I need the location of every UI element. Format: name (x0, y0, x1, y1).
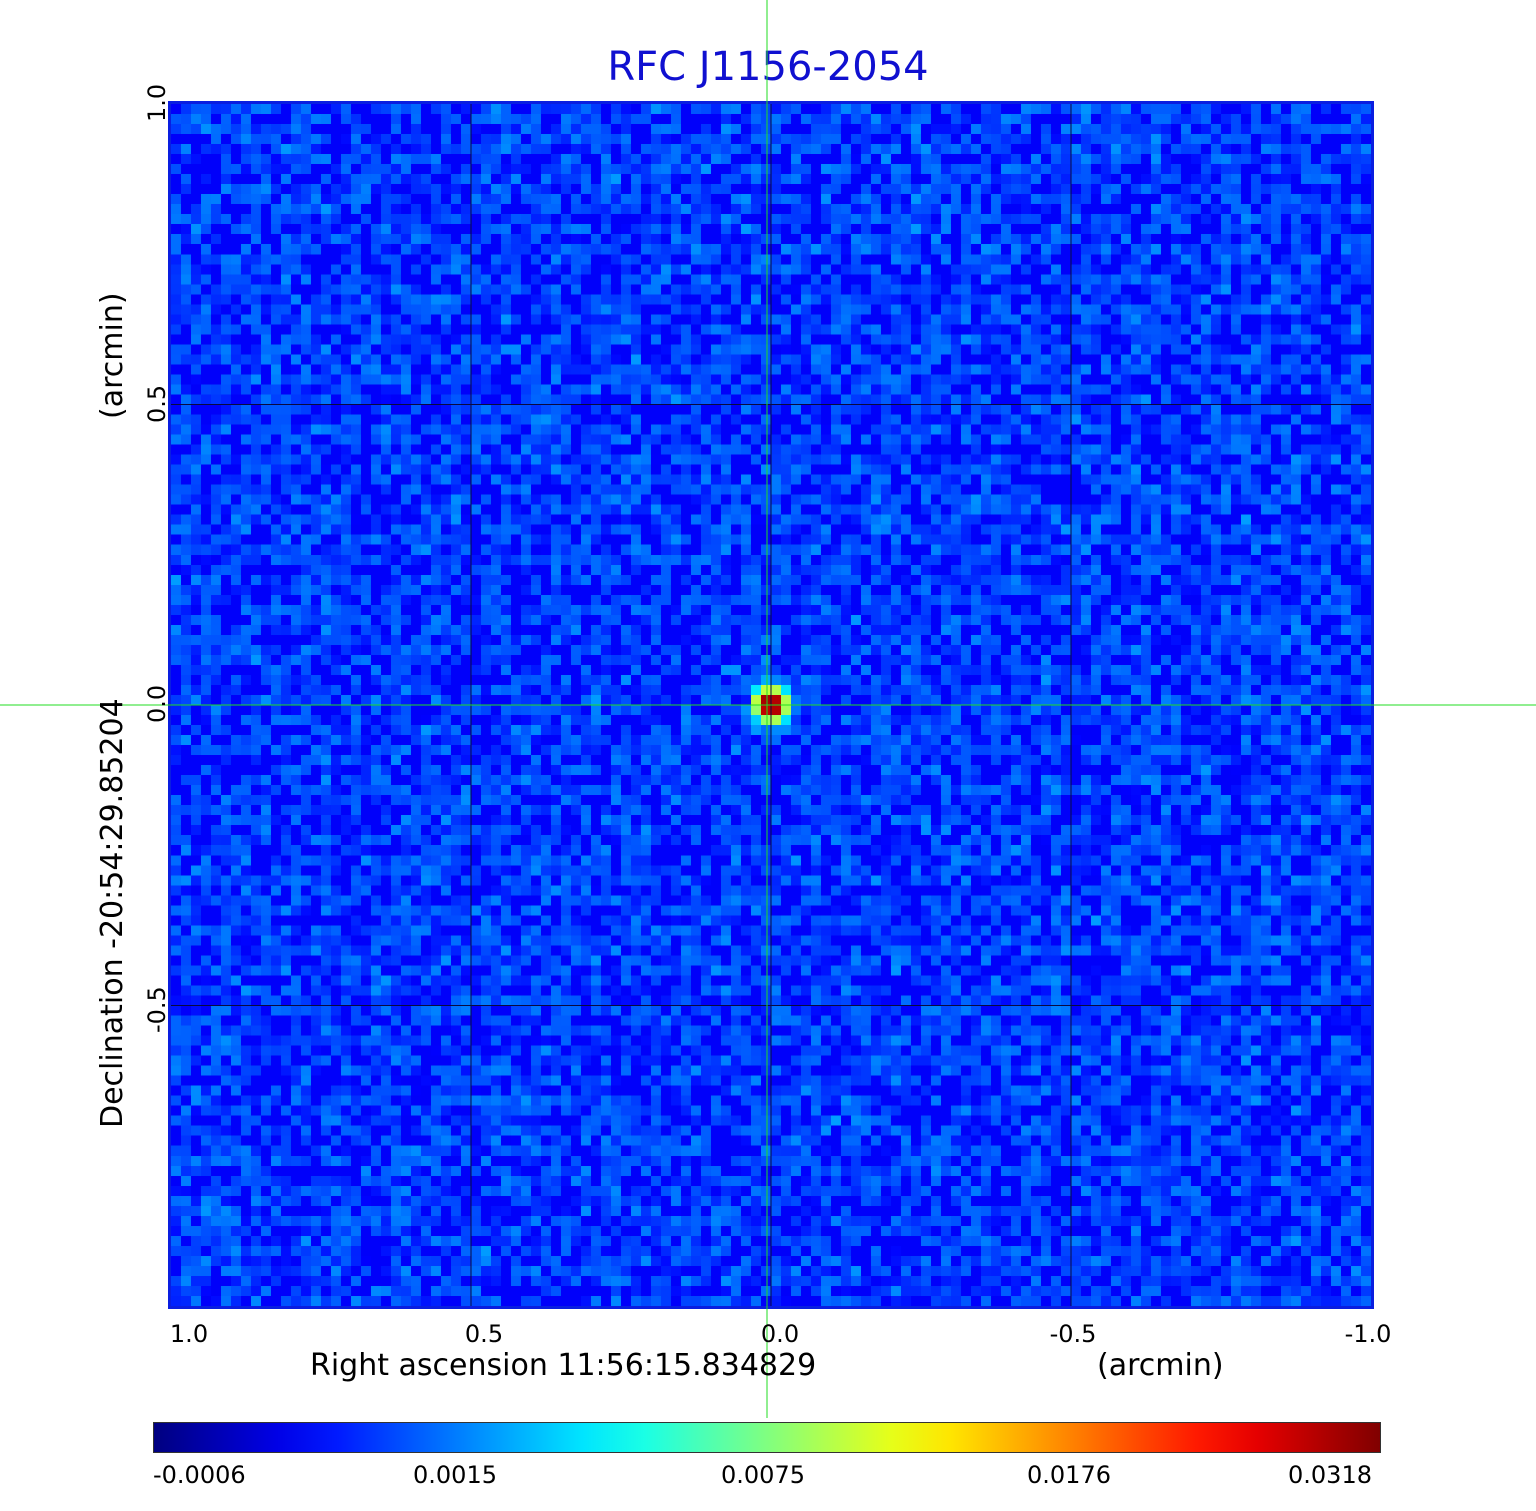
heatmap-image (171, 104, 1371, 1306)
y-axis-unit: (arcmin) (95, 292, 130, 419)
x-tick-label: 0.5 (464, 1320, 504, 1348)
colorbar-tick-label: -0.0006 (153, 1461, 246, 1489)
colorbar-tick-label: 0.0075 (721, 1461, 805, 1489)
colorbar (153, 1422, 1381, 1453)
x-tick-label: -0.5 (1049, 1320, 1097, 1348)
y-tick-label: 1.0 (143, 83, 171, 122)
y-tick-label: -0.5 (143, 986, 171, 1033)
x-tick-label: -1.0 (1344, 1320, 1392, 1348)
x-axis-unit: (arcmin) (1097, 1348, 1224, 1383)
colorbar-tick-label: 0.0176 (1027, 1461, 1111, 1489)
x-tick-label: 0.0 (760, 1320, 800, 1348)
plot-area (168, 101, 1374, 1309)
chart-title: RFC J1156-2054 (607, 44, 929, 90)
y-tick-label: 0.5 (143, 384, 171, 423)
colorbar-tick-label: 0.0015 (413, 1461, 497, 1489)
colorbar-tick-label: 0.0318 (1288, 1461, 1372, 1489)
x-axis-label: Right ascension 11:56:15.834829 (310, 1348, 817, 1383)
y-tick-label: 0.0 (143, 684, 171, 723)
x-tick-label: 1.0 (169, 1320, 209, 1348)
y-axis-label: Declination -20:54:29.85204 (95, 698, 130, 1128)
